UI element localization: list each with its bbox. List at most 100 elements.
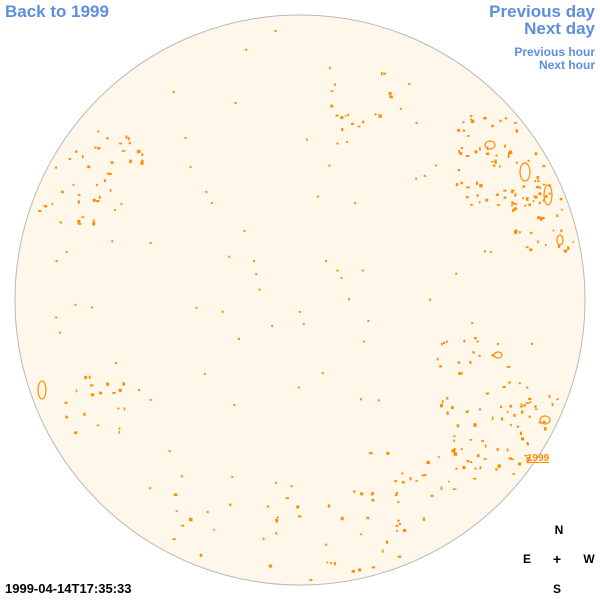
contour-speck	[483, 458, 487, 460]
contour-speck	[465, 195, 469, 199]
contour-speck	[424, 474, 427, 476]
contour-speck	[525, 197, 529, 201]
next-day-link[interactable]: Next day	[524, 19, 595, 38]
contour-speck	[478, 354, 481, 357]
contour-speck	[466, 460, 470, 463]
contour-speck	[510, 458, 514, 460]
contour-speck	[530, 231, 533, 234]
contour-speck	[462, 466, 466, 470]
contour-speck	[399, 107, 402, 110]
contour-speck	[92, 219, 95, 223]
contour-speck	[491, 124, 494, 128]
contour-speck	[118, 431, 120, 434]
contour-speck	[451, 450, 454, 452]
contour-speck	[455, 183, 459, 187]
contour-speck	[537, 180, 540, 182]
contour-speck	[77, 194, 81, 196]
contour-speck	[290, 485, 293, 488]
contour-speck	[544, 195, 548, 198]
observation-timestamp: 1999-04-14T17:35:33	[5, 581, 132, 596]
contour-speck	[455, 272, 458, 275]
contour-speck	[491, 160, 494, 163]
contour-speck	[466, 186, 470, 189]
contour-speck	[409, 477, 412, 481]
contour-speck	[221, 310, 224, 313]
contour-speck	[302, 323, 305, 326]
contour-speck	[394, 480, 397, 483]
contour-speck	[348, 298, 350, 301]
contour-speck	[515, 161, 518, 164]
contour-speck	[243, 229, 246, 232]
contour-speck	[441, 400, 444, 403]
contour-speck	[229, 503, 232, 507]
contour-speck	[542, 164, 546, 168]
contour-speck	[388, 92, 392, 96]
contour-speck	[297, 386, 300, 389]
contour-speck	[473, 423, 477, 427]
contour-speck	[538, 421, 542, 424]
contour-speck	[401, 472, 404, 475]
contour-speck	[524, 204, 527, 207]
compass-center-icon: +	[552, 551, 562, 567]
contour-speck	[470, 119, 475, 123]
contour-speck	[457, 169, 461, 172]
contour-speck	[523, 404, 526, 407]
contour-speck	[253, 260, 255, 263]
contour-speck	[330, 104, 334, 108]
contour-speck	[378, 114, 382, 118]
contour-speck	[122, 382, 125, 386]
contour-speck	[149, 398, 152, 401]
contour-speck	[371, 499, 375, 502]
contour-speck	[325, 543, 328, 546]
contour-speck	[118, 427, 121, 430]
contour-speck	[538, 201, 541, 205]
contour-speck	[479, 184, 483, 188]
contour-speck	[90, 384, 94, 387]
contour-speck	[528, 203, 531, 207]
next-hour-link[interactable]: Next hour	[538, 58, 595, 72]
compass-east-label: E	[522, 552, 531, 566]
contour-speck	[389, 95, 393, 99]
contour-speck	[78, 223, 82, 225]
contour-speck	[340, 276, 343, 279]
previous-day-link[interactable]: Previous day	[489, 2, 595, 21]
contour-loop	[519, 162, 531, 182]
contour-speck	[455, 467, 458, 470]
contour-speck	[506, 366, 511, 368]
contour-speck	[395, 524, 399, 527]
contour-speck	[385, 540, 389, 544]
back-to-year-link[interactable]: Back to 1999	[5, 2, 109, 21]
active-region-label[interactable]: 1999	[527, 453, 550, 464]
contour-speck	[397, 555, 402, 558]
previous-hour-link[interactable]: Previous hour	[514, 45, 595, 59]
contour-speck	[184, 137, 187, 140]
contour-speck	[262, 537, 265, 541]
contour-speck	[377, 399, 380, 402]
contour-speck	[460, 372, 463, 375]
contour-speck	[328, 67, 331, 70]
contour-speck	[471, 322, 474, 325]
contour-speck	[509, 151, 513, 154]
contour-speck	[525, 246, 529, 249]
active-region-link[interactable]: 1999	[527, 453, 550, 464]
contour-speck	[551, 403, 554, 407]
contour-speck	[501, 417, 503, 421]
contour-speck	[520, 403, 523, 405]
contour-speck	[360, 398, 362, 401]
contour-speck	[526, 459, 529, 464]
contour-speck	[515, 203, 517, 206]
contour-speck	[567, 246, 570, 250]
contour-speck	[112, 392, 116, 394]
contour-speck	[336, 269, 339, 272]
contour-speck	[238, 337, 240, 340]
contour-speck	[476, 194, 479, 197]
contour-speck	[38, 210, 42, 212]
contour-speck	[90, 393, 95, 397]
contour-speck	[526, 457, 530, 460]
contour-speck	[483, 250, 486, 253]
contour-speck	[446, 397, 449, 400]
contour-loop	[556, 234, 564, 246]
contour-speck	[469, 361, 472, 364]
contour-speck	[519, 405, 523, 408]
